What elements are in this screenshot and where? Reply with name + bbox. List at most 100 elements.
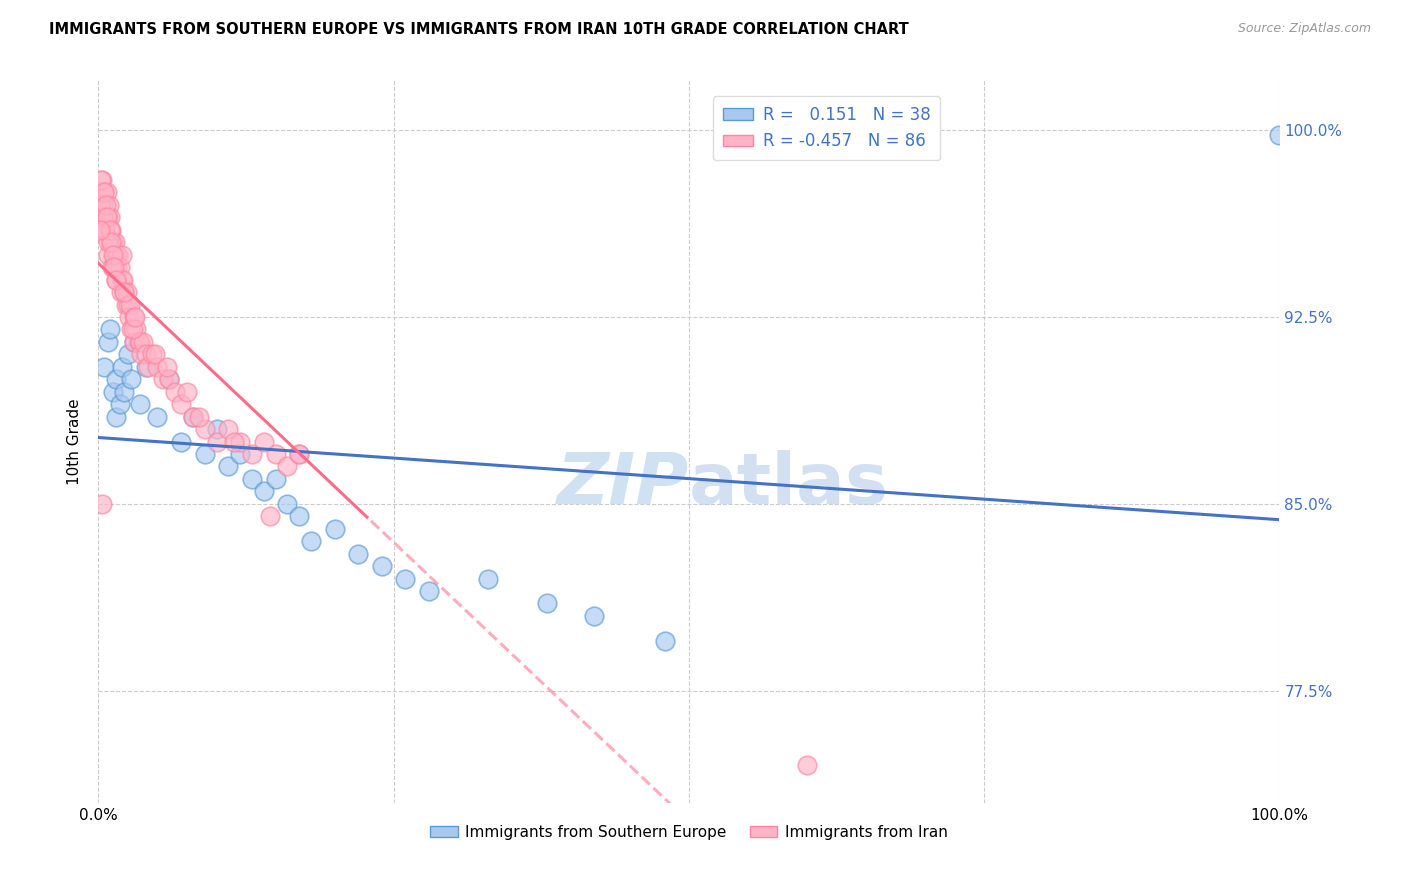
Point (105, 248, 128, 262)
Point (91, 497, 114, 511)
Y-axis label: 10th Grade: 10th Grade (67, 398, 83, 485)
Point (224, 434, 246, 449)
Point (1268, 128, 1291, 142)
Point (264, 447, 287, 461)
Text: atlas: atlas (689, 450, 889, 519)
Point (101, 260, 124, 274)
Point (371, 559, 394, 574)
Point (156, 359, 179, 374)
Point (122, 334, 145, 349)
Point (217, 422, 239, 436)
Point (276, 459, 298, 474)
Point (253, 434, 276, 449)
Point (104, 235, 127, 250)
Point (129, 347, 152, 361)
Point (94, 198, 117, 212)
Point (97, 235, 120, 250)
Point (93, 359, 115, 374)
Point (264, 472, 287, 486)
Point (100, 235, 122, 250)
Point (90, 173, 112, 187)
Point (108, 397, 131, 411)
Point (477, 572, 499, 586)
Point (194, 447, 217, 461)
Point (121, 322, 143, 336)
Point (124, 310, 146, 324)
Point (121, 372, 143, 386)
Point (96, 186, 118, 200)
Point (181, 409, 204, 424)
Point (181, 409, 204, 424)
Point (152, 372, 174, 386)
Point (98, 322, 121, 336)
Point (128, 397, 150, 411)
Point (394, 572, 416, 586)
Point (100, 223, 122, 237)
Point (122, 334, 145, 349)
Point (98, 235, 121, 250)
Point (120, 297, 142, 311)
Point (94, 211, 117, 225)
Point (347, 547, 370, 561)
Point (240, 447, 263, 461)
Point (187, 409, 209, 424)
Point (98, 198, 121, 212)
Point (101, 384, 124, 399)
Point (157, 372, 180, 386)
Point (108, 260, 131, 274)
Point (583, 609, 606, 624)
Point (112, 272, 135, 286)
Point (259, 509, 281, 524)
Point (117, 297, 139, 311)
Point (105, 409, 128, 424)
Point (101, 260, 124, 274)
Point (323, 522, 346, 536)
Point (105, 372, 128, 386)
Point (288, 509, 311, 524)
Point (105, 260, 128, 274)
Point (141, 347, 163, 361)
Point (103, 248, 125, 262)
Point (205, 434, 228, 449)
Point (122, 310, 145, 324)
Point (229, 447, 252, 461)
Point (132, 334, 155, 349)
Point (90, 186, 112, 200)
Point (170, 434, 193, 449)
Point (89, 223, 111, 237)
Point (93, 223, 115, 237)
Point (217, 459, 239, 474)
Point (98, 223, 121, 237)
Point (89, 198, 111, 212)
Point (276, 497, 298, 511)
Point (796, 758, 818, 772)
Point (136, 359, 159, 374)
Point (128, 334, 150, 349)
Point (288, 447, 311, 461)
Point (135, 359, 157, 374)
Point (165, 384, 187, 399)
Point (101, 235, 124, 250)
Point (125, 322, 148, 336)
Point (146, 409, 169, 424)
Point (91, 173, 114, 187)
Point (240, 472, 263, 486)
Point (418, 584, 440, 599)
Point (111, 359, 134, 374)
Point (103, 248, 125, 262)
Point (118, 310, 141, 324)
Point (110, 285, 132, 299)
Text: IMMIGRANTS FROM SOUTHERN EUROPE VS IMMIGRANTS FROM IRAN 10TH GRADE CORRELATION C: IMMIGRANTS FROM SOUTHERN EUROPE VS IMMIG… (49, 22, 908, 37)
Point (205, 422, 228, 436)
Point (97, 211, 120, 225)
Point (93, 186, 115, 200)
Point (112, 384, 135, 399)
Point (103, 260, 125, 274)
Point (107, 248, 129, 262)
Point (117, 347, 139, 361)
Point (194, 422, 217, 436)
Point (96, 211, 118, 225)
Legend: Immigrants from Southern Europe, Immigrants from Iran: Immigrants from Southern Europe, Immigra… (425, 819, 953, 846)
Point (128, 334, 150, 349)
Point (104, 272, 127, 286)
